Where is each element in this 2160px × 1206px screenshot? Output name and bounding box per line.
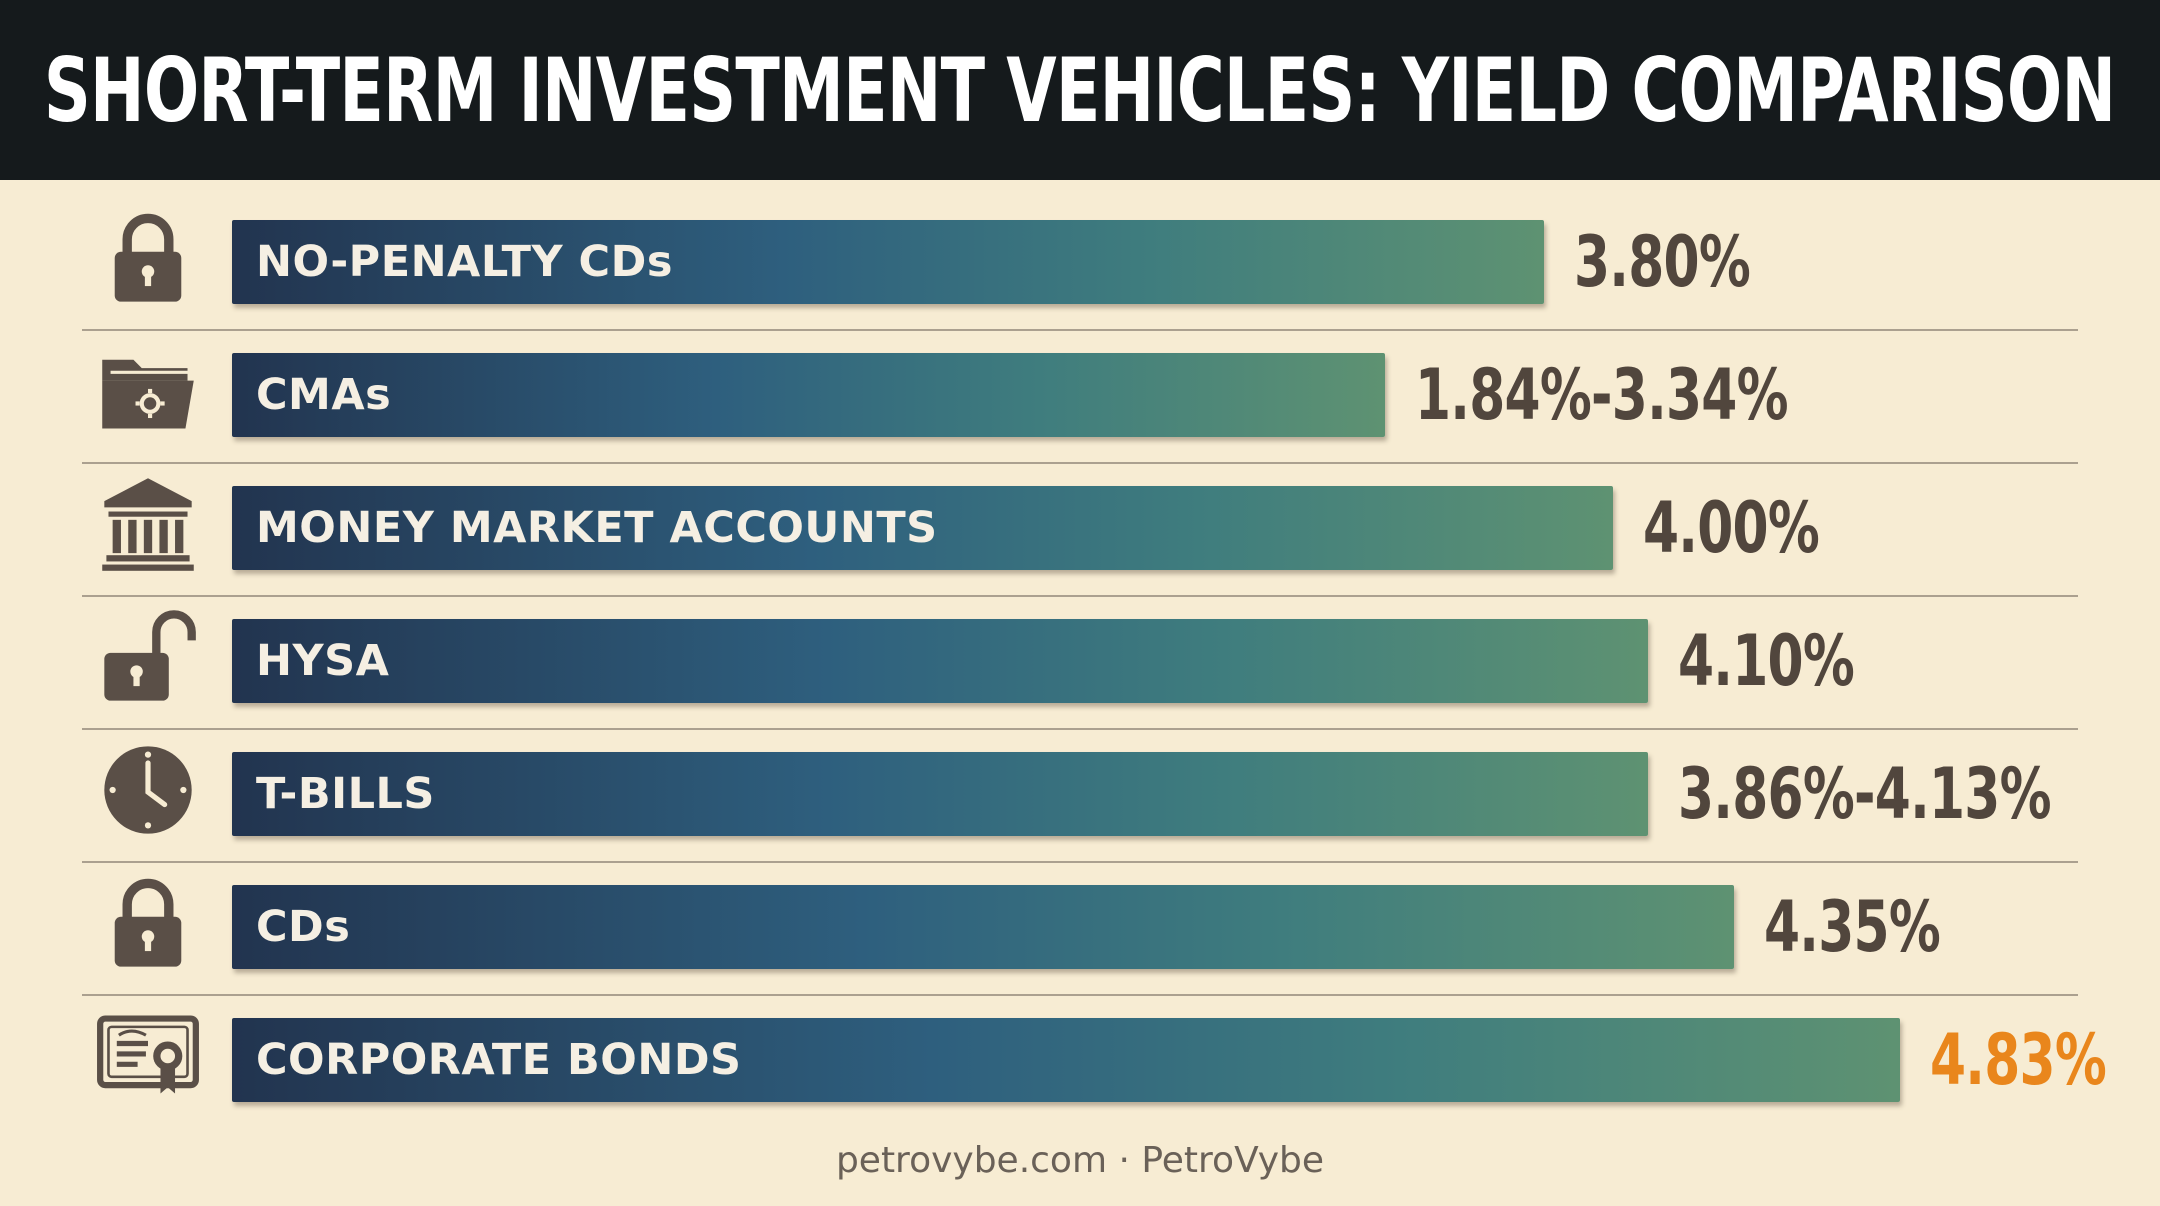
- bar-label: CMAs: [256, 370, 392, 420]
- value-label: 1.84%-3.34%: [1415, 354, 1789, 436]
- chart-row: CDs 4.35%: [0, 845, 2160, 996]
- value-label: 4.00%: [1643, 487, 1820, 569]
- value-label: 4.10%: [1678, 620, 1855, 702]
- unlock-icon: [96, 605, 200, 709]
- bar: CMAs: [232, 353, 1385, 437]
- chart-title: SHORT-TERM INVESTMENT VEHICLES: YIELD CO…: [44, 38, 2116, 142]
- bar: CORPORATE BONDS: [232, 1018, 1900, 1102]
- row-divider: [82, 861, 2078, 863]
- chart-row: HYSA 4.10%: [0, 579, 2160, 730]
- row-divider: [82, 329, 2078, 331]
- lock-icon: [96, 871, 200, 975]
- bar-chart: NO-PENALTY CDs 3.80% CMAs 1.84%-3.34% MONEY …: [0, 180, 2160, 1120]
- footer-credit: petrovybe.com · PetroVybe: [835, 1140, 1325, 1181]
- row-divider: [82, 462, 2078, 464]
- bank-icon: [96, 472, 200, 576]
- bar: HYSA: [232, 619, 1648, 703]
- bar-label: CDs: [256, 902, 351, 952]
- bar: T-BILLS: [232, 752, 1648, 836]
- lock-icon: [96, 206, 200, 310]
- header-bar: SHORT-TERM INVESTMENT VEHICLES: YIELD CO…: [0, 0, 2160, 180]
- value-label: 4.35%: [1764, 886, 1941, 968]
- chart-row: CORPORATE BONDS 4.83%: [0, 978, 2160, 1111]
- bar-label: HYSA: [256, 636, 390, 686]
- value-label: 4.83%: [1930, 1019, 2107, 1101]
- chart-row: CMAs 1.84%-3.34%: [0, 313, 2160, 464]
- chart-row: T-BILLS 3.86%-4.13%: [0, 712, 2160, 863]
- row-divider: [82, 728, 2078, 730]
- bar: MONEY MARKET ACCOUNTS: [232, 486, 1613, 570]
- clock-icon: [96, 738, 200, 842]
- chart-row: NO-PENALTY CDs 3.80%: [0, 180, 2160, 331]
- bar-label: NO-PENALTY CDs: [256, 237, 673, 287]
- value-label: 3.86%-4.13%: [1678, 753, 2052, 835]
- value-label: 3.80%: [1574, 221, 1751, 303]
- bar-label: T-BILLS: [256, 769, 435, 819]
- folder-gear-icon: [96, 339, 200, 443]
- bar-label: CORPORATE BONDS: [256, 1035, 742, 1085]
- bar: CDs: [232, 885, 1734, 969]
- row-divider: [82, 994, 2078, 996]
- certificate-icon: [96, 1004, 200, 1108]
- bar-label: MONEY MARKET ACCOUNTS: [256, 503, 938, 553]
- row-divider: [82, 595, 2078, 597]
- bar: NO-PENALTY CDs: [232, 220, 1544, 304]
- chart-row: MONEY MARKET ACCOUNTS 4.00%: [0, 446, 2160, 597]
